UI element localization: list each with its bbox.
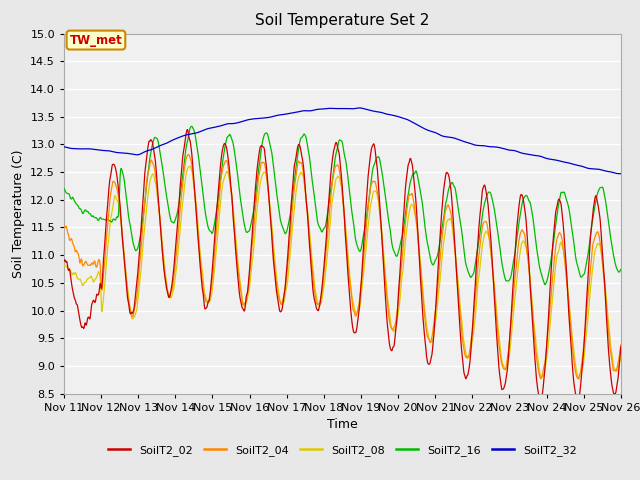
- Text: TW_met: TW_met: [70, 34, 122, 47]
- Y-axis label: Soil Temperature (C): Soil Temperature (C): [12, 149, 25, 278]
- Legend: SoilT2_02, SoilT2_04, SoilT2_08, SoilT2_16, SoilT2_32: SoilT2_02, SoilT2_04, SoilT2_08, SoilT2_…: [104, 440, 581, 460]
- X-axis label: Time: Time: [327, 418, 358, 431]
- Title: Soil Temperature Set 2: Soil Temperature Set 2: [255, 13, 429, 28]
